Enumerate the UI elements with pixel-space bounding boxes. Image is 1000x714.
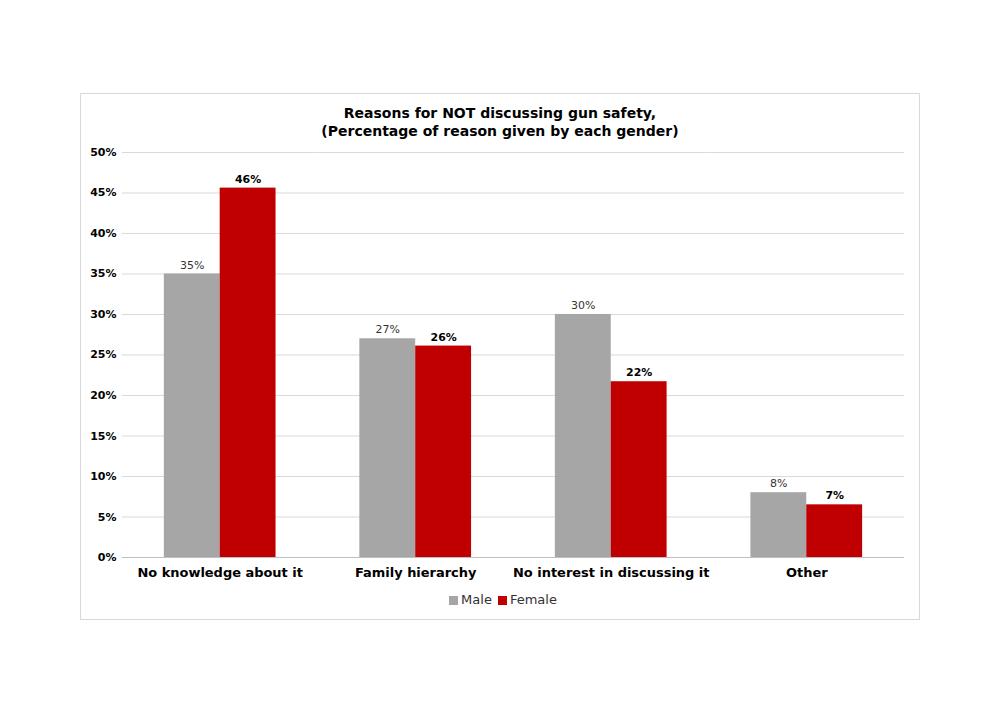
svg-text:No interest in discussing it: No interest in discussing it bbox=[513, 565, 709, 580]
svg-text:35%: 35% bbox=[180, 259, 204, 272]
svg-text:20%: 20% bbox=[90, 389, 116, 402]
svg-text:30%: 30% bbox=[571, 299, 595, 312]
svg-text:Family hierarchy: Family hierarchy bbox=[355, 565, 477, 580]
svg-text:30%: 30% bbox=[90, 308, 116, 321]
svg-text:50%: 50% bbox=[90, 146, 116, 159]
svg-text:5%: 5% bbox=[98, 511, 117, 524]
svg-text:46%: 46% bbox=[235, 173, 261, 186]
html-text:Male: Male bbox=[461, 592, 492, 607]
svg-text:22%: 22% bbox=[626, 366, 652, 379]
svg-text:45%: 45% bbox=[90, 186, 116, 199]
svg-text:Other: Other bbox=[786, 565, 828, 580]
html-text:Female: Female bbox=[509, 592, 557, 607]
html-text:Reasons for NOT discussing gun: Reasons for NOT discussing gun safety, bbox=[343, 105, 657, 121]
svg-text:7%: 7% bbox=[825, 489, 844, 502]
svg-text:40%: 40% bbox=[90, 227, 116, 240]
svg-text:8%: 8% bbox=[770, 477, 787, 490]
svg-text:15%: 15% bbox=[90, 429, 116, 442]
svg-text:26%: 26% bbox=[431, 331, 457, 344]
svg-text:27%: 27% bbox=[376, 323, 400, 336]
svg-text:No knowledge about it: No knowledge about it bbox=[137, 565, 302, 580]
svg-text:25%: 25% bbox=[90, 348, 116, 361]
svg-text:0%: 0% bbox=[98, 551, 117, 564]
svg-text:10%: 10% bbox=[90, 470, 116, 483]
svg-text:35%: 35% bbox=[90, 267, 116, 280]
html-text:(Percentage of reason given by: (Percentage of reason given by each gend… bbox=[321, 123, 679, 139]
